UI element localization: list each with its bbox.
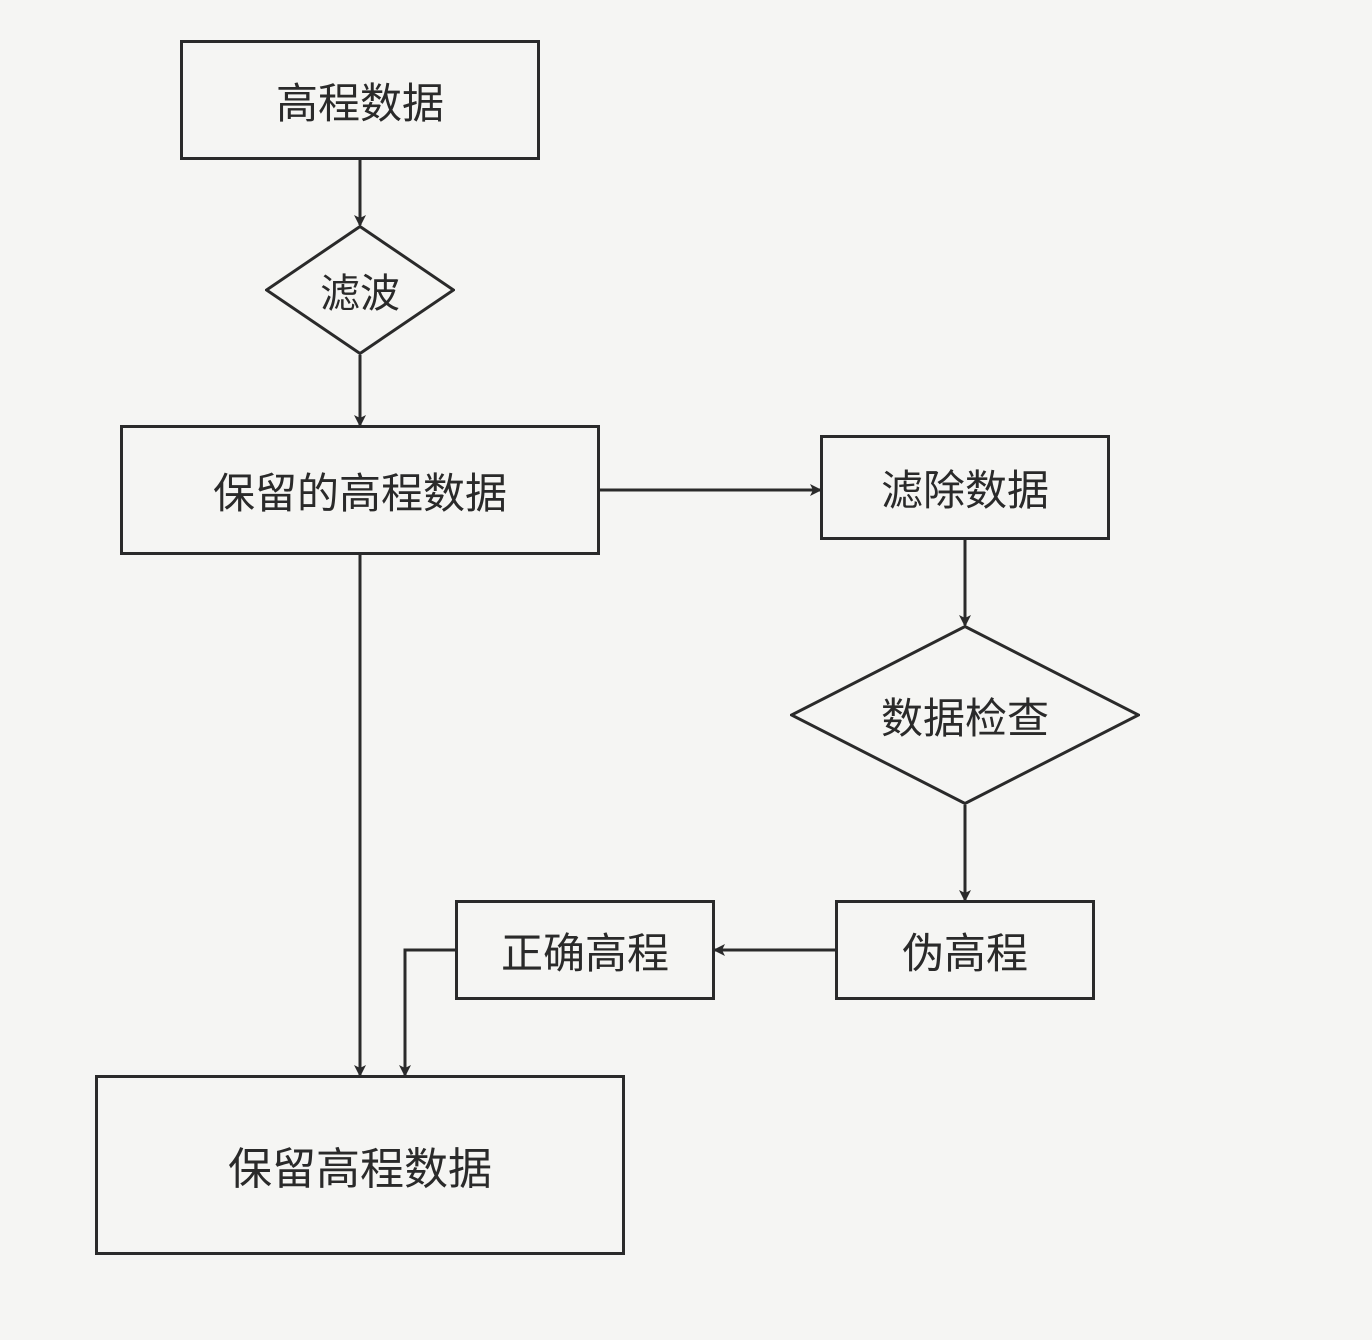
node-data-check: 数据检查: [790, 625, 1140, 805]
node-keep-elevation-data: 保留高程数据: [95, 1075, 625, 1255]
node-label: 保留高程数据: [228, 1133, 492, 1197]
node-elevation-data: 高程数据: [180, 40, 540, 160]
node-label: 滤波: [320, 261, 400, 319]
node-label: 高程数据: [276, 70, 444, 131]
node-correct-elevation: 正确高程: [455, 900, 715, 1000]
node-label: 保留的高程数据: [213, 460, 507, 521]
node-filtered-out-data: 滤除数据: [820, 435, 1110, 540]
node-label: 数据检查: [881, 685, 1049, 746]
node-filter: 滤波: [265, 225, 455, 355]
flowchart-canvas: 高程数据 滤波 保留的高程数据 滤除数据 数据检查 伪高程 正确高程 保留高程数…: [0, 0, 1372, 1340]
node-label: 滤除数据: [881, 457, 1049, 518]
node-retained-elevation-data: 保留的高程数据: [120, 425, 600, 555]
node-label: 正确高程: [501, 920, 669, 981]
node-false-elevation: 伪高程: [835, 900, 1095, 1000]
node-label: 伪高程: [902, 920, 1028, 981]
